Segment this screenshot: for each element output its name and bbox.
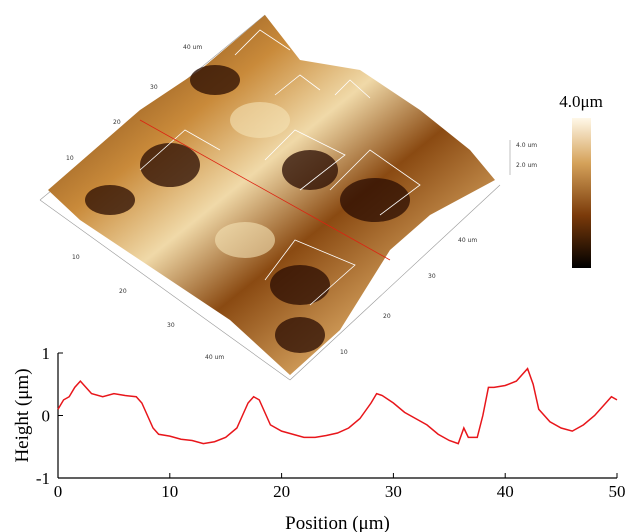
surface-plot: 40 um 30 20 10 10 20 30 40 um 40 um 30 2… <box>40 15 537 380</box>
axis-label: 40 um <box>183 44 202 51</box>
colorbar-scale <box>572 118 591 268</box>
x-tick-label: 20 <box>273 482 290 501</box>
x-tick-label: 50 <box>609 482 626 501</box>
axis-label: 10 <box>66 155 74 162</box>
figure: 40 um 30 20 10 10 20 30 40 um 40 um 30 2… <box>0 0 630 532</box>
x-axis-title: Position (μm) <box>285 513 390 532</box>
colorbar-label: 4.0μm <box>559 92 603 111</box>
z-label: 2.0 um <box>516 162 537 169</box>
axis-label: 40 um <box>458 237 477 244</box>
axis-label: 30 <box>167 322 175 329</box>
colorbar: 4.0μm <box>559 92 603 268</box>
x-tick-label: 40 <box>497 482 514 501</box>
y-axis-title: Height (μm) <box>12 368 33 462</box>
axis-label: 30 <box>150 84 158 91</box>
x-tick-label: 10 <box>161 482 178 501</box>
axis-label: 10 <box>72 254 80 261</box>
axis-label: 40 um <box>205 354 224 361</box>
y-tick-label: 0 <box>42 407 51 426</box>
axis-label: 30 <box>428 273 436 280</box>
x-tick-label: 0 <box>54 482 63 501</box>
y-tick-label: 1 <box>42 344 51 363</box>
axis-label: 20 <box>383 313 391 320</box>
axis-label: 20 <box>119 288 127 295</box>
axis-label: 10 <box>340 349 348 356</box>
axis-label: 20 <box>113 119 121 126</box>
y-tick-label: -1 <box>36 469 50 488</box>
profile-line <box>58 369 617 444</box>
x-tick-label: 30 <box>385 482 402 501</box>
z-label: 4.0 um <box>516 142 537 149</box>
